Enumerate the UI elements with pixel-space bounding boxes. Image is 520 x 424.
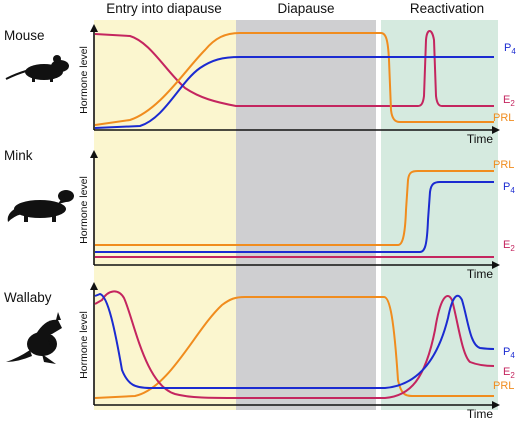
series-line-e2: [94, 30, 494, 107]
mouse-icon: [5, 55, 69, 82]
series-label-e2: E2: [503, 366, 515, 380]
phase-band-diapause: [236, 20, 376, 410]
phase-title-entry: Entry into diapause: [106, 1, 222, 16]
panel-mouse: Mouse Hormone level Time P4 E2 PRL: [4, 24, 516, 146]
phase-band-reactivation: [381, 20, 498, 410]
y-axis-label: Hormone level: [78, 46, 90, 114]
animal-label: Mouse: [4, 28, 45, 43]
mink-icon: [7, 190, 74, 222]
series-line-p4: [94, 292, 495, 389]
animal-label: Wallaby: [4, 290, 52, 305]
series-label-prl: PRL: [493, 159, 514, 171]
phase-band-entry: [94, 20, 236, 410]
x-axis-label: Time: [467, 267, 494, 281]
y-axis-label: Hormone level: [78, 311, 90, 379]
series-label-p4: P4: [504, 42, 516, 56]
series-line-e2: [94, 290, 495, 399]
panel-mink: Mink Hormone level Time PRL P4 E2: [4, 148, 515, 281]
series-line-p4: [95, 181, 494, 253]
series-line-prl: [94, 32, 494, 126]
phase-title-reactivation: Reactivation: [410, 1, 484, 16]
series-line-p4: [94, 56, 494, 129]
panel-wallaby: Wallaby Hormone level Time P4 E2 PRL: [4, 282, 515, 421]
series-line-prl: [95, 170, 494, 246]
series-label-p4: P4: [503, 346, 515, 360]
series-label-prl: PRL: [493, 380, 514, 392]
x-axis-label: Time: [467, 407, 494, 421]
series-line-prl: [94, 296, 494, 399]
series-label-prl: PRL: [493, 112, 514, 124]
y-axis-label: Hormone level: [78, 176, 90, 244]
series-label-e2: E2: [503, 94, 515, 108]
phase-title-diapause: Diapause: [277, 1, 334, 16]
series-label-p4: P4: [503, 181, 515, 195]
x-axis-label: Time: [467, 132, 494, 146]
series-label-e2: E2: [503, 239, 515, 253]
wallaby-icon: [6, 312, 62, 364]
animal-label: Mink: [4, 148, 33, 163]
